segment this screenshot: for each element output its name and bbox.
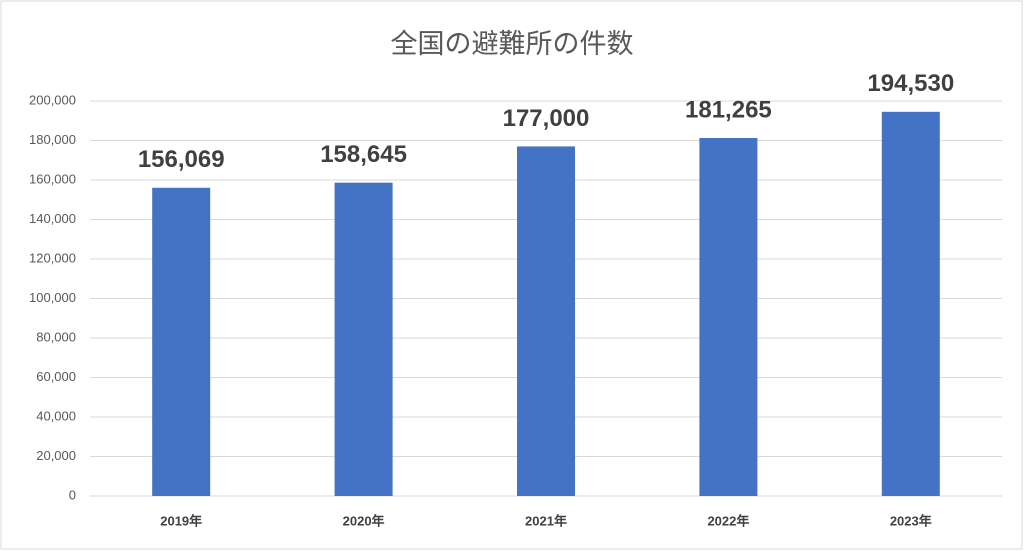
y-tick-label: 140,000: [29, 211, 76, 226]
x-tick-label: 2020年: [343, 513, 385, 528]
y-tick-label: 80,000: [36, 329, 76, 344]
x-tick-label: 2022年: [707, 513, 749, 528]
y-tick-label: 20,000: [36, 448, 76, 463]
y-tick-label: 60,000: [36, 369, 76, 384]
bar: [517, 146, 575, 497]
x-tick-label: 2019年: [160, 513, 202, 528]
data-label: 194,530: [867, 70, 954, 97]
y-tick-label: 160,000: [29, 171, 76, 186]
bar: [152, 187, 211, 496]
chart-title: 全国の避難所の件数: [391, 29, 634, 59]
y-tick-label: 120,000: [29, 250, 76, 265]
y-tick-label: 100,000: [29, 290, 76, 305]
data-label: 156,069: [138, 146, 225, 173]
y-tick-label: 200,000: [29, 92, 76, 107]
data-label: 158,645: [320, 141, 407, 168]
x-tick-label: 2023年: [890, 513, 932, 528]
y-tick-label: 40,000: [36, 408, 76, 423]
y-tick-label: 0: [69, 487, 76, 502]
bar: [334, 182, 393, 496]
y-tick-label: 180,000: [29, 132, 76, 147]
data-label: 177,000: [503, 105, 590, 132]
bar: [881, 111, 940, 496]
data-label: 181,265: [685, 96, 772, 123]
bar: [699, 138, 758, 496]
x-tick-label: 2021年: [525, 513, 567, 528]
